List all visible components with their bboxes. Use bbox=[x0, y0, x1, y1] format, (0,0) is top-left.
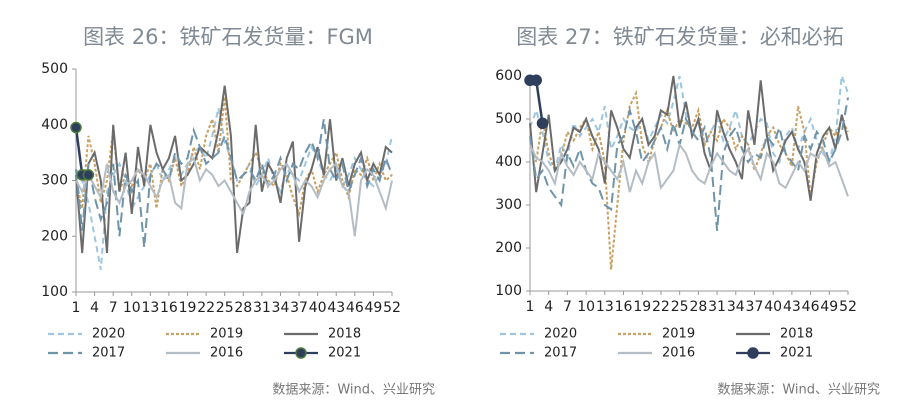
x-tick-label: 43 bbox=[327, 300, 345, 316]
x-tick-label: 34 bbox=[727, 299, 745, 315]
x-tick-label: 49 bbox=[820, 299, 838, 315]
legend-label: 2020 bbox=[544, 327, 577, 342]
x-tick-label: 34 bbox=[272, 300, 290, 316]
series-marker bbox=[82, 169, 95, 181]
x-tick-label: 19 bbox=[633, 299, 651, 315]
legend-label: 2016 bbox=[662, 346, 695, 361]
x-tick-label: 52 bbox=[839, 299, 857, 315]
series-line bbox=[529, 75, 849, 201]
x-tick-label: 22 bbox=[197, 300, 215, 316]
legend-label: 2021 bbox=[780, 346, 813, 361]
x-tick-label: 7 bbox=[109, 300, 118, 316]
y-tick-label: 500 bbox=[495, 111, 522, 127]
legend-label: 2019 bbox=[210, 327, 243, 342]
x-tick-label: 37 bbox=[746, 299, 764, 315]
y-tick-label: 600 bbox=[495, 68, 522, 84]
y-tick-label: 300 bbox=[41, 173, 68, 189]
legend-label: 2020 bbox=[92, 327, 125, 342]
x-tick-label: 31 bbox=[708, 299, 726, 315]
x-tick-label: 13 bbox=[596, 299, 614, 315]
series-marker bbox=[70, 121, 82, 134]
series-marker bbox=[536, 117, 549, 130]
x-tick-label: 37 bbox=[290, 300, 308, 316]
series-line bbox=[530, 79, 544, 124]
x-tick-label: 46 bbox=[346, 300, 364, 316]
x-tick-label: 40 bbox=[764, 299, 782, 315]
chart-title: 图表 26：铁矿石发货量：FGM bbox=[83, 25, 373, 49]
x-tick-label: 10 bbox=[577, 299, 595, 315]
y-tick-label: 100 bbox=[495, 283, 522, 299]
x-tick-label: 22 bbox=[652, 299, 670, 315]
x-tick-label: 4 bbox=[90, 300, 99, 316]
series-line bbox=[529, 142, 849, 197]
y-tick-label: 400 bbox=[495, 154, 522, 170]
x-tick-label: 28 bbox=[234, 300, 252, 316]
x-tick-label: 10 bbox=[123, 300, 141, 316]
x-tick-label: 31 bbox=[253, 300, 271, 316]
x-tick-label: 13 bbox=[141, 300, 159, 316]
y-tick-label: 100 bbox=[41, 284, 68, 300]
x-tick-label: 25 bbox=[216, 300, 234, 316]
x-tick-label: 1 bbox=[526, 299, 535, 315]
x-tick-label: 19 bbox=[179, 300, 197, 316]
source-note: 数据来源：Wind、兴业研究 bbox=[717, 383, 880, 398]
series-marker bbox=[530, 74, 542, 87]
legend-label: 2016 bbox=[210, 346, 243, 361]
legend-label: 2021 bbox=[328, 346, 361, 361]
legend-label: 2017 bbox=[92, 346, 125, 361]
x-tick-label: 49 bbox=[364, 300, 382, 316]
series-line bbox=[75, 156, 393, 237]
legend-marker bbox=[295, 347, 307, 359]
legend-label: 2017 bbox=[544, 346, 577, 361]
x-tick-label: 46 bbox=[802, 299, 820, 315]
y-tick-label: 300 bbox=[495, 197, 522, 213]
x-tick-label: 43 bbox=[783, 299, 801, 315]
y-tick-label: 200 bbox=[41, 228, 68, 244]
y-tick-label: 500 bbox=[41, 61, 68, 77]
x-tick-label: 16 bbox=[160, 300, 178, 316]
legend-label: 2018 bbox=[328, 327, 361, 342]
legend-marker bbox=[747, 347, 759, 359]
x-tick-label: 7 bbox=[563, 299, 572, 315]
source-note: 数据来源：Wind、兴业研究 bbox=[272, 383, 435, 398]
x-tick-label: 1 bbox=[72, 300, 81, 316]
y-tick-label: 200 bbox=[495, 240, 522, 256]
y-tick-label: 400 bbox=[41, 117, 68, 133]
legend-label: 2018 bbox=[780, 327, 813, 342]
x-tick-label: 52 bbox=[383, 300, 401, 316]
x-tick-label: 25 bbox=[671, 299, 689, 315]
x-tick-label: 4 bbox=[544, 299, 553, 315]
x-tick-label: 40 bbox=[309, 300, 327, 316]
chart-title: 图表 27：铁矿石发货量：必和必拓 bbox=[516, 25, 843, 49]
legend-label: 2019 bbox=[662, 327, 695, 342]
x-tick-label: 16 bbox=[615, 299, 633, 315]
x-tick-label: 28 bbox=[689, 299, 707, 315]
